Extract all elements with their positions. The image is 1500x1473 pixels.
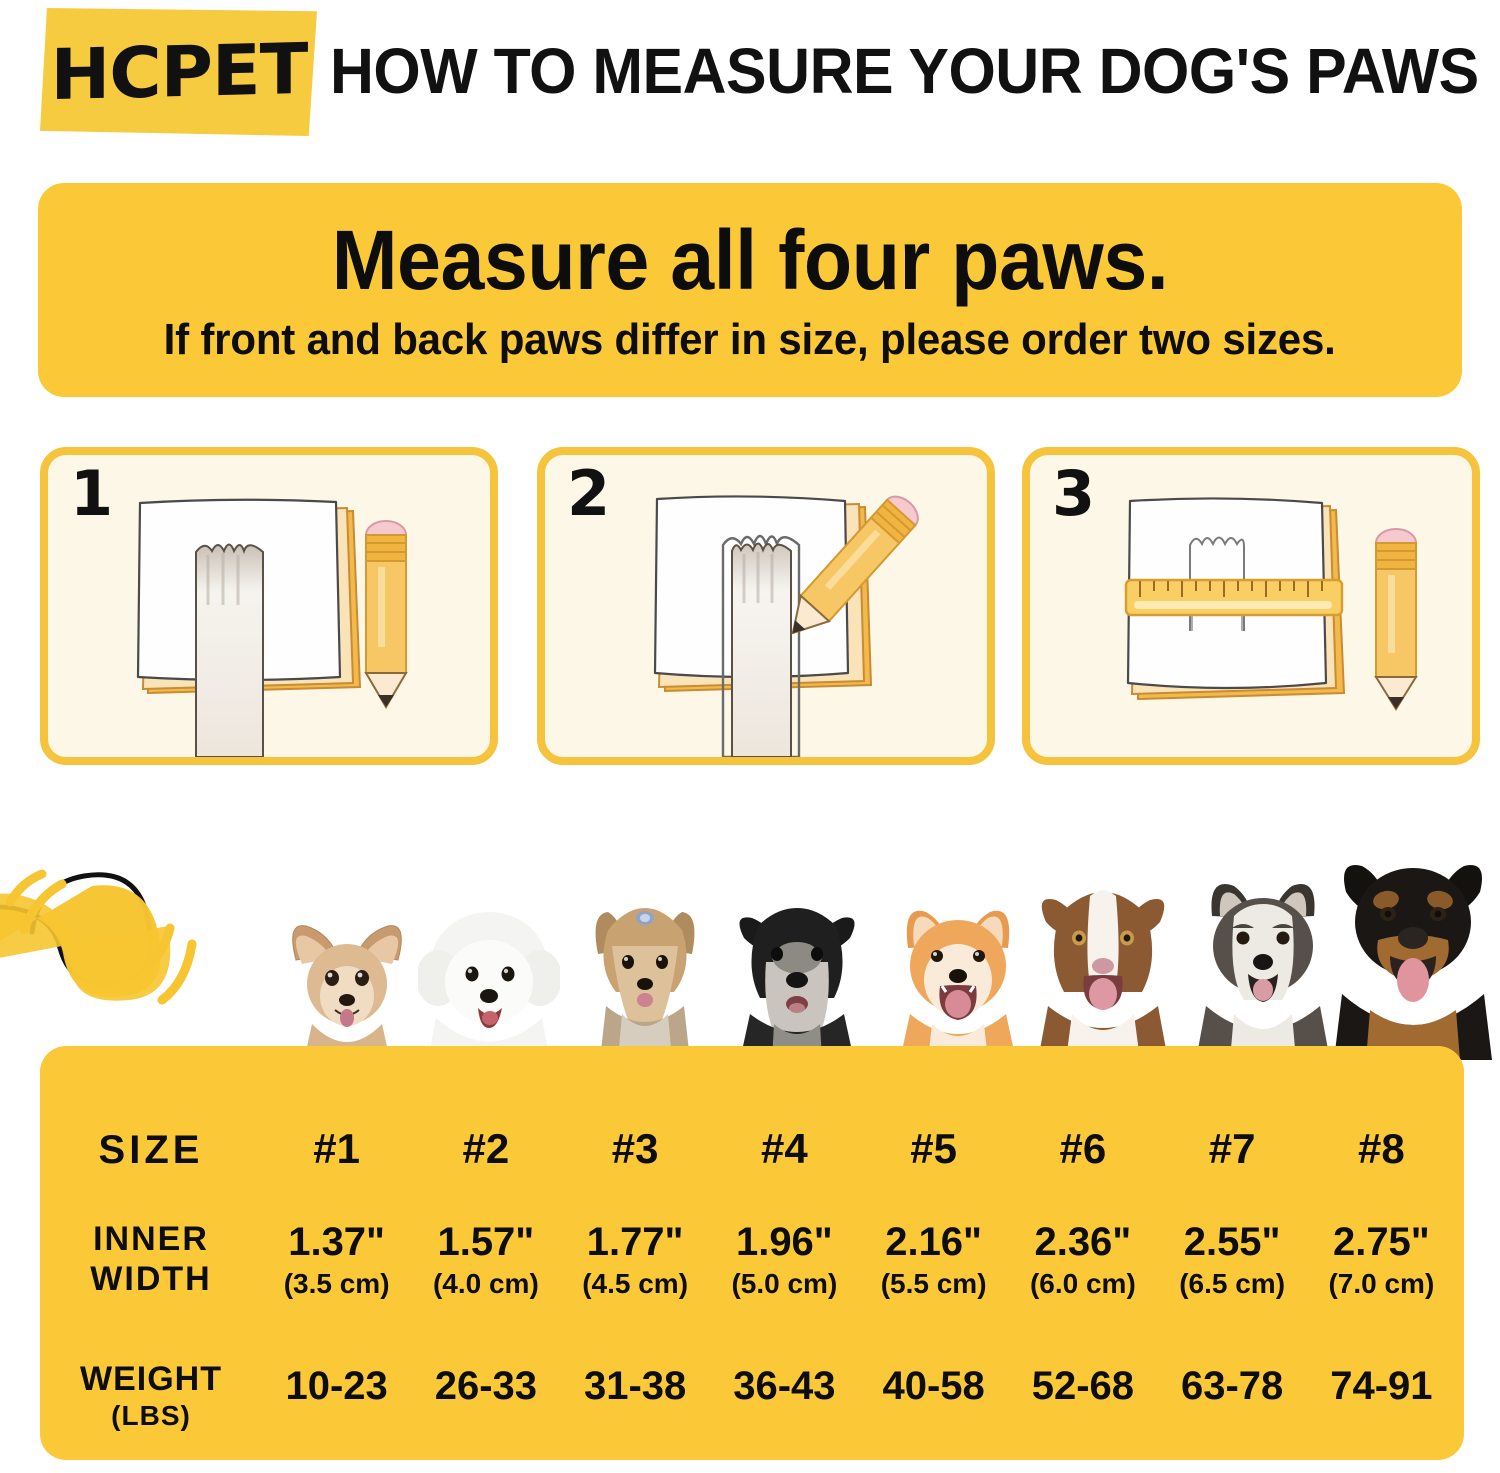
table-cell: 74-91 [1330, 1364, 1433, 1408]
table-cell: #1 [313, 1125, 360, 1172]
inner-width-inches: 1.96" [735, 1220, 833, 1264]
step-3-illustration [1124, 497, 1418, 711]
row-label-line2: (LBS) [111, 1400, 191, 1431]
table-cell: 1.37" (3.5 cm) [262, 1222, 411, 1298]
inner-width-inches: 2.55" [1183, 1220, 1281, 1264]
table-cell: 2.36" (6.0 cm) [1008, 1222, 1157, 1298]
row-label-line1: INNER [93, 1220, 209, 1258]
table-cell: 40-58 [882, 1364, 985, 1408]
dog-photo-australian-shepherd [1028, 874, 1178, 1060]
table-cell: 10-23 [285, 1364, 388, 1408]
page-header: HCPET HOW TO MEASURE YOUR DOG'S PAWS [0, 0, 1500, 150]
inner-width-inches: 2.36" [1034, 1220, 1132, 1264]
step-1-illustration [136, 498, 408, 757]
table-cell: #7 [1208, 1125, 1256, 1172]
inner-width-cm: (5.5 cm) [880, 1268, 987, 1299]
dog-photo-shiba-inu [888, 888, 1028, 1060]
steps-container: 1 [40, 447, 1480, 765]
table-cell: #2 [462, 1125, 510, 1172]
table-cell: #6 [1059, 1125, 1107, 1172]
dog-photo-bichon-frise [418, 900, 560, 1060]
weight-cells: 10-23 26-33 31-38 36-43 40-58 52-68 63-7… [262, 1362, 1456, 1406]
inner-width-inches: 2.16" [885, 1220, 983, 1264]
instruction-banner: Measure all four paws. If front and back… [38, 183, 1462, 397]
row-label-inner-width: INNER WIDTH [40, 1222, 262, 1296]
table-cell: 2.75" (7.0 cm) [1307, 1222, 1456, 1298]
inner-width-inches: 1.77" [586, 1220, 684, 1264]
pencil-icon [364, 520, 408, 709]
table-cell: #8 [1358, 1125, 1405, 1172]
table-cell: 63-78 [1180, 1364, 1284, 1408]
step-2-illustration [653, 495, 919, 757]
inner-width-cm: (5.0 cm) [731, 1268, 838, 1299]
table-cell: 1.96" (5.0 cm) [710, 1222, 859, 1298]
inner-width-cm: (7.0 cm) [1328, 1268, 1435, 1299]
inner-width-inches: 1.57" [437, 1220, 535, 1264]
step-panel-3: 3 [1022, 447, 1480, 765]
step-panel-1: 1 [40, 447, 498, 765]
table-cell: 26-33 [434, 1364, 538, 1408]
table-cell: #3 [611, 1125, 659, 1172]
pencil-icon [1374, 528, 1418, 711]
paw-swoosh-decoration [0, 869, 197, 1005]
inner-width-cells: 1.37" (3.5 cm) 1.57" (4.0 cm) 1.77" (4.5… [262, 1222, 1456, 1298]
table-cell: #5 [910, 1125, 957, 1172]
table-cell: 36-43 [733, 1364, 836, 1408]
size-cells: #1 #2 #3 #4 #5 #6 #7 #8 [262, 1118, 1456, 1170]
row-label-weight: WEIGHT (LBS) [40, 1362, 262, 1430]
table-cell: #4 [761, 1125, 808, 1172]
row-label-size: SIZE [98, 1128, 204, 1172]
table-row-inner-width: INNER WIDTH 1.37" (3.5 cm) 1.57" (4.0 cm… [40, 1222, 1464, 1332]
table-cell: 2.55" (6.5 cm) [1158, 1222, 1307, 1298]
step-number-3: 3 [1052, 457, 1096, 530]
row-label-line1: WEIGHT [80, 1360, 222, 1398]
inner-width-cm: (4.0 cm) [432, 1268, 539, 1299]
table-cell: 52-68 [1031, 1364, 1135, 1408]
inner-width-cm: (6.5 cm) [1179, 1268, 1286, 1299]
step-number-1: 1 [70, 457, 114, 530]
dog-photo-chihuahua [278, 910, 416, 1060]
page-title: HOW TO MEASURE YOUR DOG'S PAWS [330, 35, 1479, 107]
dog-photo-alaskan-malamute [1188, 864, 1338, 1060]
inner-width-cm: (6.0 cm) [1029, 1268, 1136, 1299]
dog-breed-strip [0, 820, 1500, 1060]
brand-logo-text: HCPET [50, 27, 307, 117]
dog-photo-schnauzer [722, 892, 872, 1060]
step-number-2: 2 [567, 457, 611, 530]
table-row-weight: WEIGHT (LBS) 10-23 26-33 31-38 36-43 40-… [40, 1362, 1464, 1472]
inner-width-cm: (4.5 cm) [582, 1268, 689, 1299]
table-cell: 2.16" (5.5 cm) [859, 1222, 1008, 1298]
banner-subtext: If front and back paws differ in size, p… [163, 315, 1337, 364]
table-cell: 31-38 [583, 1364, 687, 1408]
pencil-icon [791, 495, 919, 635]
table-row-size: SIZE #1 #2 #3 #4 #5 #6 #7 #8 [40, 1118, 1464, 1182]
inner-width-inches: 1.37" [288, 1220, 386, 1264]
brand-logo-badge: HCPET [40, 8, 317, 136]
row-label-line2: WIDTH [90, 1260, 212, 1298]
table-cell: 1.57" (4.0 cm) [411, 1222, 560, 1298]
step-panel-2: 2 [537, 447, 995, 765]
dog-photo-yorkshire-terrier [582, 888, 708, 1060]
inner-width-inches: 2.75" [1332, 1220, 1430, 1264]
banner-headline: Measure all four paws. [331, 213, 1169, 307]
dog-photo-rottweiler [1332, 844, 1494, 1060]
ruler-icon [1124, 578, 1344, 617]
size-chart-table: SIZE #1 #2 #3 #4 #5 #6 #7 #8 INNER WIDTH… [40, 1046, 1464, 1460]
table-cell: 1.77" (4.5 cm) [561, 1222, 710, 1298]
inner-width-cm: (3.5 cm) [283, 1268, 390, 1299]
